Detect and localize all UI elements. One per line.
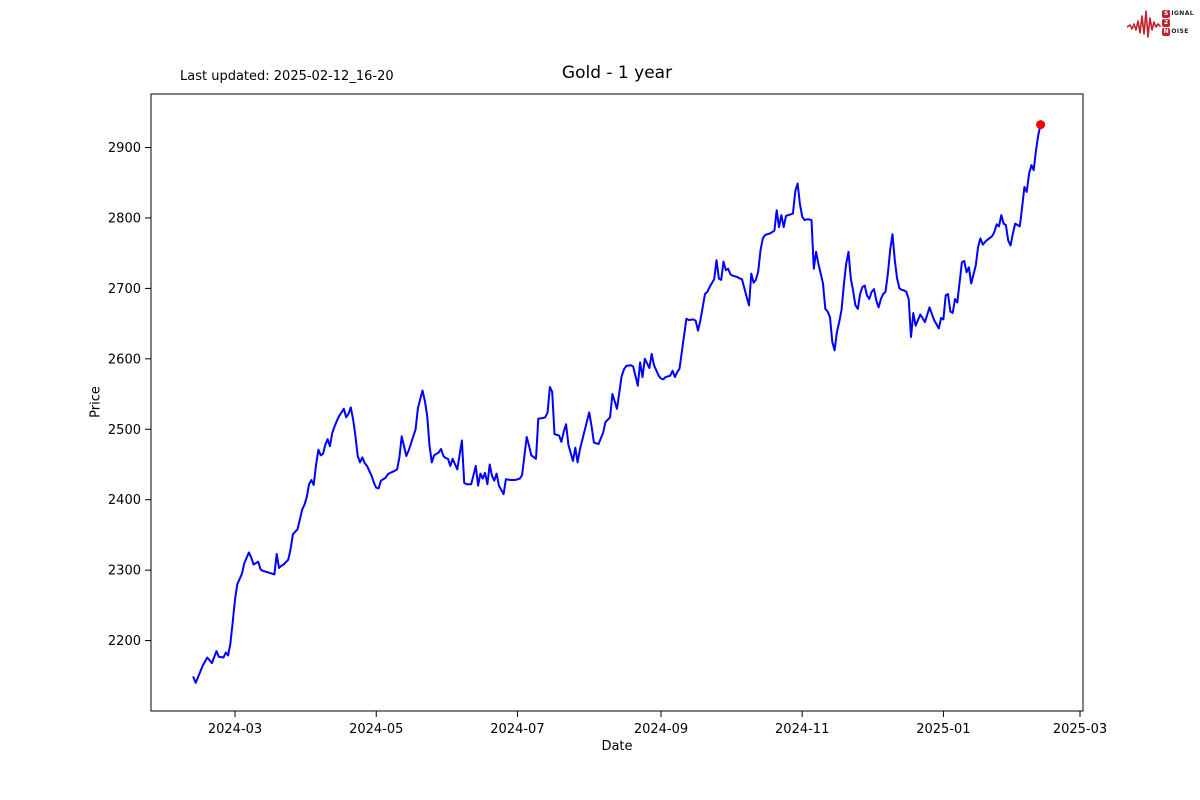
logo-badge-n: N [1162,28,1171,36]
x-tick-label: 2025-03 [1053,722,1107,737]
x-tick-label: 2024-09 [634,722,688,737]
y-tick-label: 2500 [108,423,141,438]
last-updated-text: Last updated: 2025-02-12_16-20 [180,69,394,84]
logo-row-signal: S IGNAL [1162,10,1194,18]
y-tick-label: 2600 [108,352,141,367]
y-tick-label: 2700 [108,282,141,297]
logo-wordmark: S IGNAL 2 N OISE [1162,10,1194,36]
y-tick-label: 2900 [108,141,141,156]
logo-badge-s: S [1162,10,1171,18]
y-tick-label: 2400 [108,493,141,508]
x-axis-label: Date [601,739,633,754]
y-axis-ticks: 2200 2300 2400 2500 2600 2700 2800 2900 [108,141,151,649]
logo-word-noise-rest: OISE [1171,28,1189,35]
x-tick-label: 2024-03 [208,722,262,737]
y-tick-label: 2300 [108,564,141,579]
logo-badge-2: 2 [1162,19,1171,27]
y-axis-label: Price [88,386,104,418]
x-tick-label: 2024-11 [775,722,829,737]
x-axis-ticks: 2024-03 2024-05 2024-07 2024-09 2024-11 2025-… [208,711,1107,737]
x-tick-label: 2024-07 [490,722,544,737]
signal2noise-logo: S IGNAL 2 N OISE [1127,5,1194,41]
logo-word-signal-rest: IGNAL [1171,10,1194,17]
price-line [192,123,1042,684]
x-tick-label: 2024-05 [349,722,403,737]
y-tick-label: 2200 [108,634,141,649]
y-tick-label: 2800 [108,211,141,226]
logo-row-2: 2 [1162,19,1194,27]
x-tick-label: 2025-01 [916,722,970,737]
chart-title: Gold - 1 year [561,63,673,83]
ecg-waveform-icon [1127,10,1162,38]
last-price-marker [1036,120,1046,130]
logo-row-noise: N OISE [1162,28,1194,36]
